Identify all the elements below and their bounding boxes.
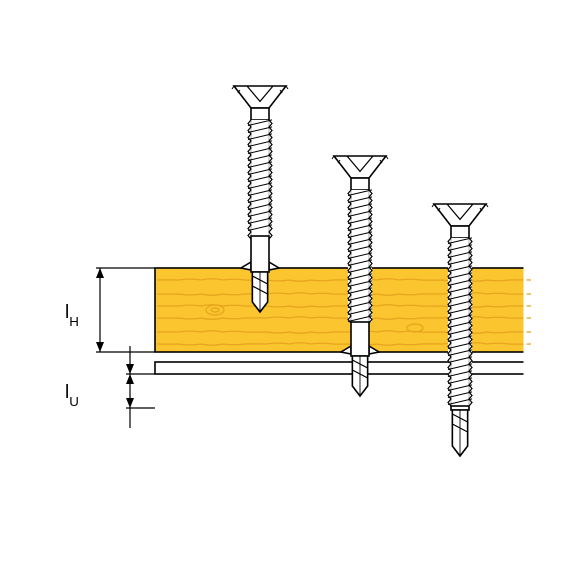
technical-diagram: lH lU (0, 0, 576, 576)
dim-label: lU (65, 382, 79, 409)
dimensions: lH lU (65, 268, 155, 428)
dim-label: lH (65, 302, 79, 329)
